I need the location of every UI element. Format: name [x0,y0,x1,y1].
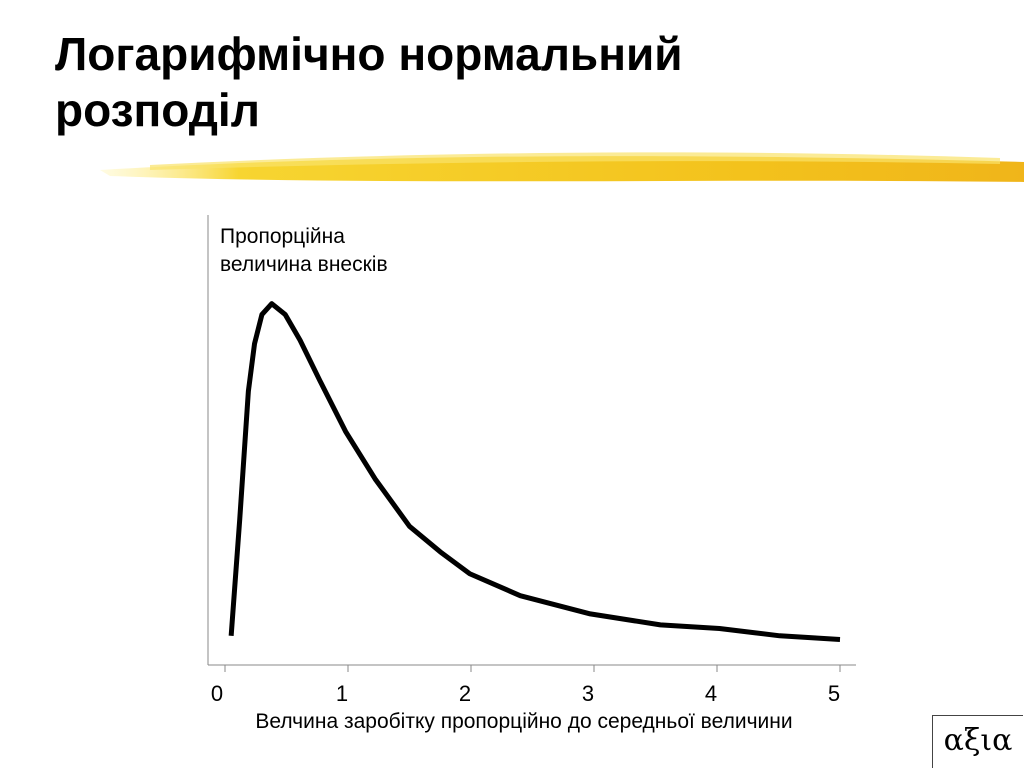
y-axis-label: величина внесків [220,253,388,276]
line-series [228,301,841,642]
x-tick-label: 0 [211,681,223,706]
x-axis-label: Велчина заробітку пропорційно до середнь… [255,710,792,733]
brush-stroke [150,152,1000,170]
x-tick-label: 3 [582,681,594,706]
slide-title: Логарифмічно нормальний розподіл [55,28,683,136]
x-tick-label: 1 [336,681,348,706]
x-tick-label: 2 [459,681,471,706]
x-tick-label: 5 [828,681,840,706]
y-axis-label: Пропорційна [220,225,345,248]
x-tick-label: 4 [705,681,717,706]
logo: αξια [932,715,1023,768]
